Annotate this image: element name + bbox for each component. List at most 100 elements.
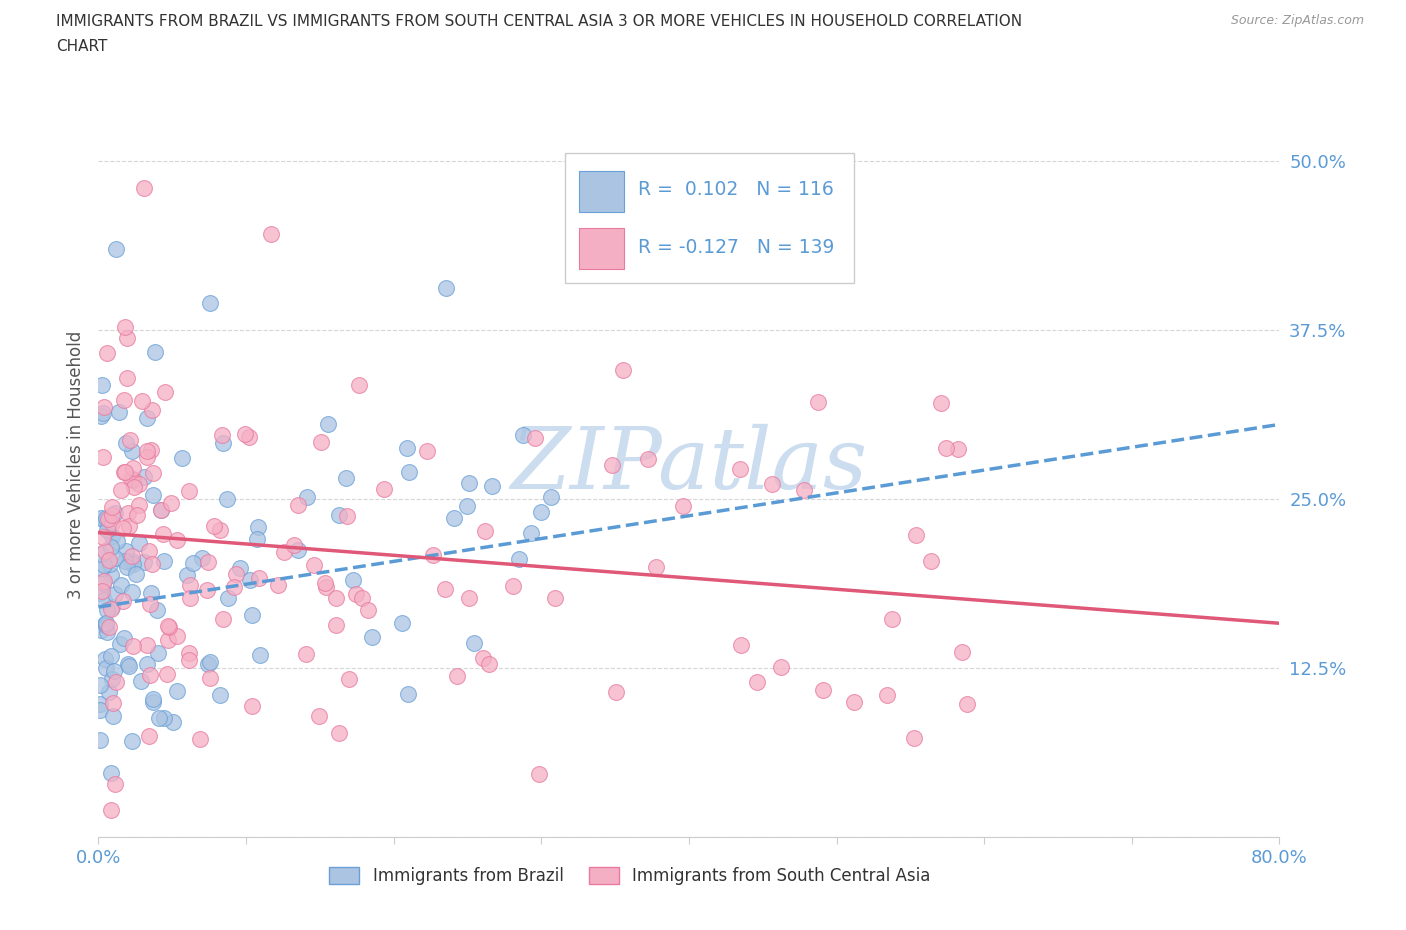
Point	[91, 530, 114, 545]
Point	[104, 777, 127, 791]
Point	[110, 482, 132, 497]
Point	[197, 554, 219, 569]
Point	[283, 538, 305, 552]
Point	[395, 441, 418, 456]
Point	[117, 560, 139, 575]
Point	[508, 551, 530, 566]
Point	[209, 523, 232, 538]
Point	[117, 506, 139, 521]
Point	[238, 430, 260, 445]
Point	[876, 687, 898, 702]
Text: R = -0.127   N = 139: R = -0.127 N = 139	[638, 238, 835, 258]
Point	[239, 573, 262, 588]
Point	[93, 557, 115, 572]
Point	[141, 557, 163, 572]
Point	[138, 728, 160, 743]
Point	[302, 557, 325, 572]
Point	[114, 553, 136, 568]
Point	[153, 385, 176, 400]
Point	[157, 633, 180, 648]
Point	[98, 685, 121, 700]
Point	[93, 574, 115, 589]
Point	[118, 659, 141, 674]
Point	[91, 450, 114, 465]
Point	[198, 655, 221, 670]
Point	[478, 656, 501, 671]
Point	[811, 683, 834, 698]
Point	[273, 545, 295, 560]
Point	[211, 436, 233, 451]
Point	[179, 578, 201, 593]
Point	[260, 227, 283, 242]
Point	[166, 533, 188, 548]
Point	[122, 480, 145, 495]
Point	[328, 725, 350, 740]
Point	[141, 403, 163, 418]
Point	[935, 441, 957, 456]
Point	[122, 460, 145, 475]
Point	[90, 409, 112, 424]
Point	[527, 766, 550, 781]
Point	[433, 581, 456, 596]
Point	[156, 618, 179, 633]
Point	[929, 396, 952, 411]
Point	[177, 484, 200, 498]
Point	[249, 648, 271, 663]
Point	[807, 394, 830, 409]
Point	[115, 370, 138, 385]
Point	[328, 507, 350, 522]
Point	[129, 674, 152, 689]
Point	[645, 560, 668, 575]
Point	[325, 618, 347, 632]
Point	[179, 591, 201, 606]
Point	[93, 652, 115, 667]
Point	[91, 405, 114, 420]
Point	[100, 539, 122, 554]
Point	[96, 523, 118, 538]
Point	[108, 405, 131, 419]
Point	[110, 578, 132, 592]
Point	[101, 696, 124, 711]
Point	[142, 466, 165, 481]
Point	[149, 503, 172, 518]
Point	[90, 561, 112, 576]
Point	[122, 473, 145, 488]
Point	[117, 656, 139, 671]
Point	[103, 664, 125, 679]
Point	[336, 509, 359, 524]
Point	[519, 525, 541, 540]
Point	[211, 611, 233, 626]
Point	[93, 400, 115, 415]
Point	[637, 451, 659, 466]
Point	[502, 578, 524, 593]
Point	[136, 450, 159, 465]
Point	[352, 591, 374, 605]
Point	[96, 345, 118, 360]
Point	[94, 616, 117, 631]
Point	[89, 703, 111, 718]
Point	[416, 443, 439, 458]
Point	[357, 603, 380, 618]
Point	[398, 686, 420, 701]
Point	[730, 638, 752, 653]
Point	[142, 691, 165, 706]
Point	[905, 528, 928, 543]
Point	[360, 630, 382, 644]
Point	[104, 551, 127, 565]
Point	[246, 532, 269, 547]
Point	[118, 519, 141, 534]
Point	[132, 180, 155, 195]
Point	[114, 320, 136, 335]
Point	[337, 671, 360, 686]
Point	[136, 410, 159, 425]
Point	[481, 479, 503, 494]
Point	[90, 511, 112, 525]
Point	[540, 490, 562, 505]
Point	[142, 487, 165, 502]
Point	[121, 549, 143, 564]
Point	[98, 552, 121, 567]
Point	[463, 636, 485, 651]
Point	[529, 505, 551, 520]
Point	[121, 734, 143, 749]
Point	[202, 519, 225, 534]
